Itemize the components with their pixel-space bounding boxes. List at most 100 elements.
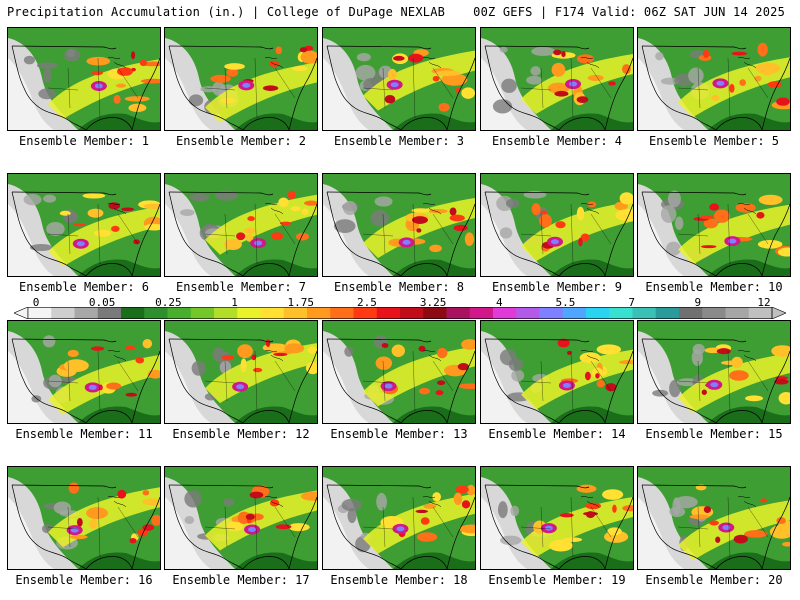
ensemble-member-map xyxy=(164,466,318,570)
colorbar-swatch xyxy=(702,307,726,319)
ensemble-member-map xyxy=(637,320,791,424)
ensemble-member-map xyxy=(7,27,161,131)
precip-map-image xyxy=(165,467,317,569)
precip-map-image xyxy=(165,174,317,276)
ensemble-member-label: Ensemble Member: 6 xyxy=(18,280,150,294)
ensemble-member-label: Ensemble Member: 13 xyxy=(330,427,468,441)
colorbar-tick-label: 4 xyxy=(495,296,503,309)
precip-map-image xyxy=(323,174,475,276)
precip-map-image xyxy=(481,321,633,423)
ensemble-member-map xyxy=(322,320,476,424)
ensemble-member-map xyxy=(480,320,634,424)
colorbar-swatch xyxy=(655,307,680,319)
colorbar-swatch xyxy=(51,307,75,319)
colorbar-swatch xyxy=(190,307,215,319)
colorbar-tick-label: 1.75 xyxy=(287,296,314,309)
colorbar-tick-label: 12 xyxy=(757,296,771,309)
ensemble-member-label: Ensemble Member: 19 xyxy=(488,573,626,587)
ensemble-member-map xyxy=(480,27,634,131)
ensemble-member-label: Ensemble Member: 16 xyxy=(15,573,153,587)
colorbar-swatch xyxy=(214,307,238,319)
colorbar-tick-label: 3.25 xyxy=(419,296,447,309)
colorbar-tick-label: 0 xyxy=(32,296,40,309)
ensemble-member-label: Ensemble Member: 5 xyxy=(648,134,780,148)
colorbar-swatch xyxy=(609,307,633,319)
precip-map-image xyxy=(8,28,160,130)
ensemble-member-label: Ensemble Member: 15 xyxy=(645,427,783,441)
colorbar-swatch xyxy=(725,307,750,319)
colorbar-swatch xyxy=(28,307,52,319)
colorbar-tick-label: 1 xyxy=(231,296,238,309)
colorbar-swatch xyxy=(167,307,192,319)
ensemble-member-label: Ensemble Member: 11 xyxy=(15,427,153,441)
colorbar-tick-label: 7 xyxy=(628,296,635,309)
colorbar-swatch xyxy=(493,307,517,319)
colorbar-outline xyxy=(27,307,773,319)
ensemble-member-map xyxy=(164,320,318,424)
colorbar-swatch xyxy=(586,307,610,319)
colorbar-swatch xyxy=(516,307,540,319)
colorbar-swatch xyxy=(376,307,401,319)
ensemble-member-label: Ensemble Member: 17 xyxy=(172,573,310,587)
ensemble-member-map xyxy=(637,27,791,131)
map-title: Precipitation Accumulation (in.) | Colle… xyxy=(7,5,446,19)
precip-map-image xyxy=(638,321,790,423)
ensemble-member-label: Ensemble Member: 8 xyxy=(333,280,465,294)
ensemble-member-map xyxy=(322,466,476,570)
precip-map-image xyxy=(165,321,317,423)
ensemble-member-map xyxy=(637,466,791,570)
ensemble-member-map xyxy=(322,27,476,131)
ensemble-member-map xyxy=(7,466,161,570)
ensemble-member-label: Ensemble Member: 20 xyxy=(645,573,783,587)
ensemble-member-label: Ensemble Member: 4 xyxy=(491,134,623,148)
precip-colorbar xyxy=(14,307,786,319)
precip-map-image xyxy=(323,321,475,423)
colorbar-swatch xyxy=(307,307,331,319)
colorbar-swatch xyxy=(562,307,587,319)
ensemble-member-label: Ensemble Member: 7 xyxy=(175,280,307,294)
ensemble-member-map xyxy=(480,466,634,570)
colorbar-swatch xyxy=(283,307,308,319)
colorbar-swatch xyxy=(144,307,168,319)
precip-map-image xyxy=(8,321,160,423)
precip-map-image xyxy=(8,174,160,276)
ensemble-member-label: Ensemble Member: 2 xyxy=(175,134,307,148)
ensemble-member-map xyxy=(7,173,161,277)
ensemble-member-map xyxy=(164,27,318,131)
precip-map-image xyxy=(638,174,790,276)
ensemble-member-map xyxy=(480,173,634,277)
precip-map-image xyxy=(638,28,790,130)
colorbar-swatch xyxy=(679,307,703,319)
colorbar-swatch xyxy=(97,307,122,319)
colorbar-swatch xyxy=(423,307,447,319)
colorbar-swatch xyxy=(260,307,285,319)
ensemble-member-map xyxy=(322,173,476,277)
ensemble-member-label: Ensemble Member: 3 xyxy=(333,134,465,148)
colorbar-tick-label: 0.25 xyxy=(155,296,182,309)
colorbar-swatch xyxy=(748,307,773,319)
colorbar-swatch xyxy=(446,307,471,319)
colorbar-tick-label: 0.05 xyxy=(88,296,116,309)
ensemble-member-label: Ensemble Member: 1 xyxy=(18,134,150,148)
colorbar-tick-label: 9 xyxy=(694,296,702,309)
colorbar-swatch xyxy=(237,307,261,319)
ensemble-member-map xyxy=(164,173,318,277)
ensemble-member-label: Ensemble Member: 10 xyxy=(645,280,783,294)
colorbar-arrow-left xyxy=(14,307,29,319)
precip-map-image xyxy=(323,28,475,130)
colorbar-tick-label: 2.5 xyxy=(356,296,377,309)
colorbar-swatch xyxy=(74,307,99,319)
colorbar-tick-label: 5.5 xyxy=(555,296,576,309)
ensemble-member-label: Ensemble Member: 14 xyxy=(488,427,626,441)
ensemble-member-label: Ensemble Member: 12 xyxy=(172,427,310,441)
ensemble-member-map xyxy=(637,173,791,277)
colorbar-swatch xyxy=(121,307,145,319)
colorbar-swatch xyxy=(632,307,657,319)
forecast-valid-time: 00Z GEFS | F174 Valid: 06Z SAT JUN 14 20… xyxy=(473,5,785,19)
precip-map-image xyxy=(638,467,790,569)
colorbar-arrow-right xyxy=(771,307,786,319)
precip-map-image xyxy=(481,174,633,276)
ensemble-member-label: Ensemble Member: 9 xyxy=(491,280,623,294)
precip-map-image xyxy=(165,28,317,130)
colorbar-swatch xyxy=(469,307,494,319)
